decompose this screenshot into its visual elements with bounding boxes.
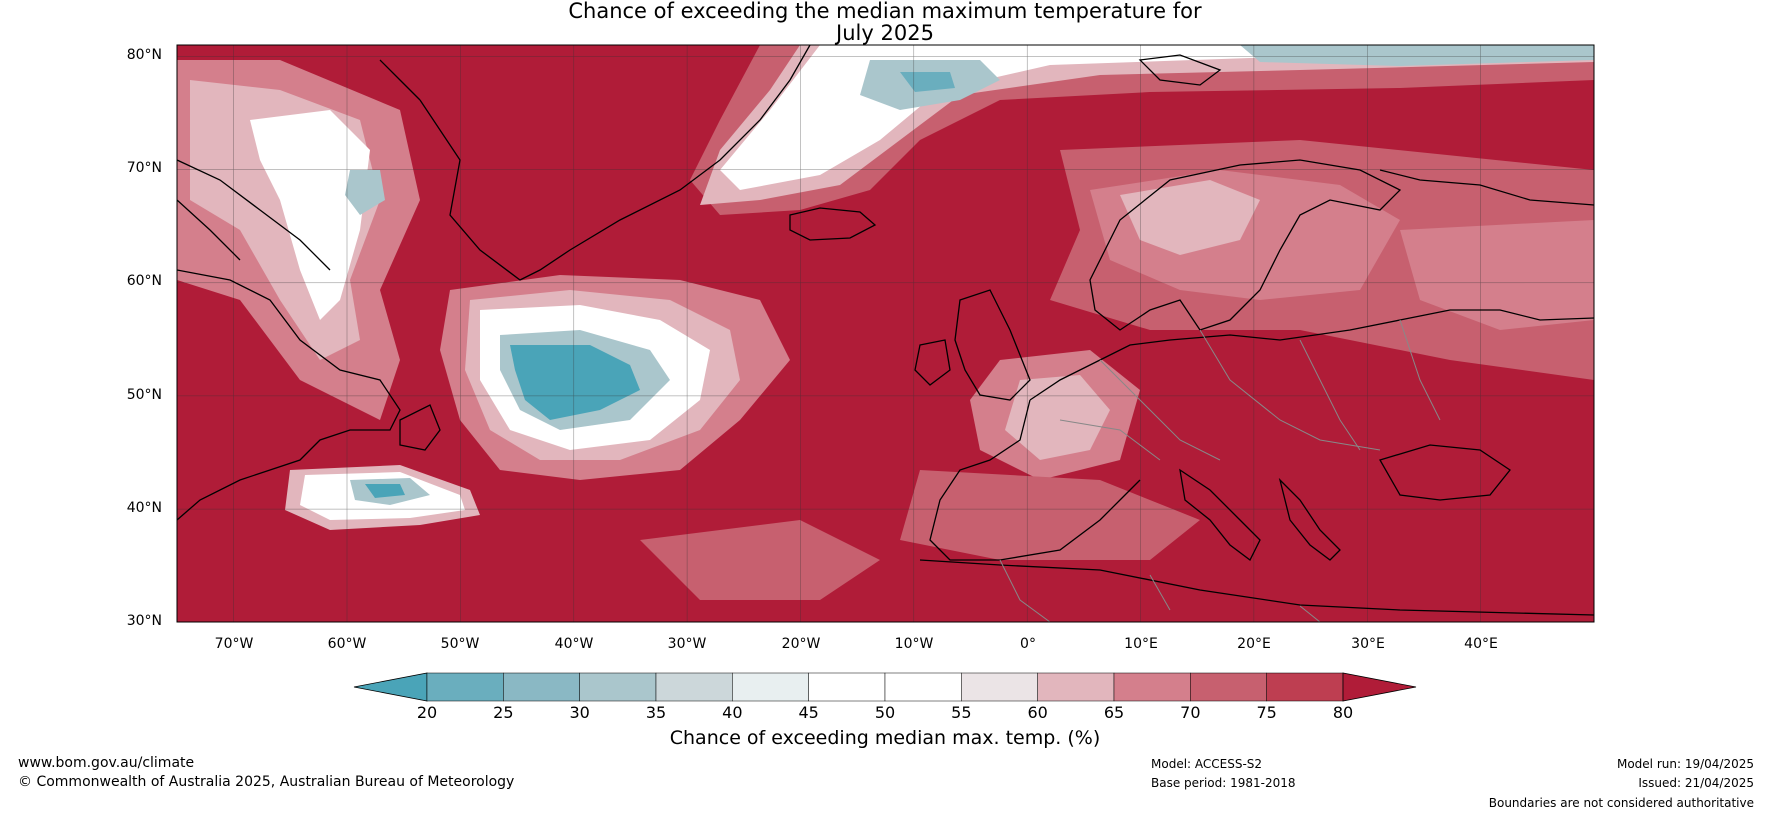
lon-label-0: 0°	[1020, 636, 1036, 652]
colorbar-tick-label: 80	[1332, 703, 1354, 722]
lat-label-80n: 80°N	[126, 47, 162, 63]
lon-label-20e: 20°E	[1237, 636, 1271, 652]
colorbar-extend-low	[353, 672, 428, 702]
colorbar-tick-label: 70	[1180, 703, 1201, 722]
colorbar-tick-label: 40	[722, 703, 743, 722]
scandinavia-white	[1120, 180, 1260, 255]
colorbar-tick-label: 50	[874, 703, 896, 722]
lat-label-40n: 40°N	[126, 500, 162, 516]
lon-label-10w: 10°W	[894, 636, 934, 652]
chart-title-line-1: Chance of exceeding the median maximum t…	[568, 0, 1202, 23]
colorbar-cell	[426, 672, 504, 702]
lon-label-40w: 40°W	[554, 636, 594, 652]
colorbar-tick-label: 30	[569, 703, 590, 722]
svalbard-east-blue	[1240, 45, 1594, 66]
colorbar-cell	[1266, 672, 1344, 702]
chart-title-line-2: July 2025	[836, 21, 934, 45]
colorbar-tick-label: 60	[1027, 703, 1048, 722]
colorbar-cell	[579, 672, 657, 702]
colorbar-cell	[655, 672, 733, 702]
colorbar-tick-label: 75	[1256, 703, 1277, 722]
lon-label-30w: 30°W	[667, 636, 707, 652]
colorbar-label: Chance of exceeding median max. temp. (%…	[669, 727, 1101, 749]
graticule	[177, 45, 1594, 622]
country-borders	[999, 319, 1441, 622]
mediterranean-mid	[900, 470, 1200, 560]
lat-label-70n: 70°N	[126, 160, 162, 176]
colorbar-cell	[1113, 672, 1191, 702]
westatl-blue-core	[365, 484, 405, 498]
baffin-white	[250, 110, 370, 320]
footer-model: Model: ACCESS-S2	[1151, 757, 1263, 771]
colorbar-cell	[1190, 672, 1267, 702]
iberia-pale2	[1005, 375, 1110, 460]
footer-disclaimer: Boundaries are not considered authoritat…	[1488, 796, 1754, 810]
colorbar-cell	[1037, 672, 1115, 702]
footer-issued: Issued: 21/04/2025	[1638, 776, 1754, 790]
baffin-blue	[345, 170, 385, 215]
colorbar-cell	[732, 672, 809, 702]
east-europe-pale	[1400, 220, 1594, 330]
lon-label-60w: 60°W	[327, 636, 367, 652]
sahara-mid	[640, 520, 880, 600]
colorbar-tick-label: 35	[645, 703, 667, 722]
atlantic-blue-core	[510, 345, 640, 420]
lon-label-40e: 40°E	[1464, 636, 1498, 652]
colorbar-tick-label: 45	[798, 703, 819, 722]
footer-base-period: Base period: 1981-2018	[1151, 776, 1296, 790]
colorbar-tick-label: 65	[1103, 703, 1125, 722]
lon-label-50w: 50°W	[440, 636, 480, 652]
lon-label-70w: 70°W	[214, 636, 254, 652]
colorbar-cell	[884, 672, 962, 702]
footer-copyright: © Commonwealth of Australia 2025, Austra…	[18, 774, 515, 790]
map-frame	[176, 44, 1595, 623]
lon-label-20w: 20°W	[781, 636, 821, 652]
footer-website: www.bom.gov.au/climate	[18, 755, 195, 771]
colorbar-extend-high	[1342, 672, 1417, 702]
lon-label-30e: 30°E	[1351, 636, 1385, 652]
footer-model-run: Model run: 19/04/2025	[1616, 757, 1754, 771]
lat-label-50n: 50°N	[126, 387, 162, 403]
colorbar-cell	[808, 672, 886, 702]
colorbar-tick-label: 20	[416, 703, 438, 722]
colorbar-cell	[961, 672, 1038, 702]
lat-label-30n: 30°N	[126, 613, 162, 629]
colorbar-cell	[503, 672, 580, 702]
lon-label-10e: 10°E	[1124, 636, 1158, 652]
colorbar-tick-label: 55	[951, 703, 972, 722]
colorbar-tick-label: 25	[493, 703, 514, 722]
lat-label-60n: 60°N	[126, 273, 162, 289]
